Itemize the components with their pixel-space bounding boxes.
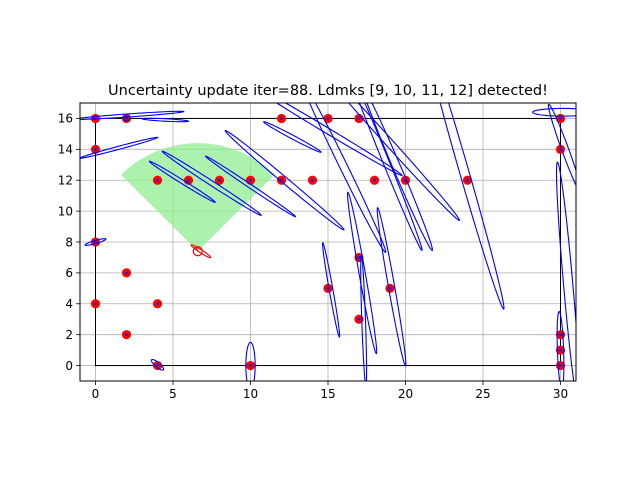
landmark-estimate (156, 364, 159, 367)
x-tick-label: 5 (169, 387, 177, 401)
uncertainty-ellipse (547, 103, 576, 187)
landmark-estimate (280, 117, 283, 120)
uncertainty-ellipse (148, 160, 216, 203)
uncertainty-ellipse (245, 341, 256, 381)
y-tick-label: 2 (65, 328, 73, 342)
chart-title: Uncertainty update iter=88. Ldmks [9, 10… (108, 83, 548, 99)
landmark-estimate (466, 178, 469, 182)
uncertainty-ellipse (439, 103, 505, 310)
uncertainty-ellipse (80, 136, 159, 159)
uncertainty-ellipse (263, 121, 322, 153)
x-tick-label: 20 (398, 387, 413, 401)
landmark-estimate (559, 333, 562, 337)
uncertainty-ellipse (161, 150, 262, 216)
landmark-estimate (156, 178, 159, 182)
y-tick-label: 14 (58, 143, 73, 157)
landmark-estimate (249, 364, 252, 367)
uncertainty-ellipse (532, 107, 576, 117)
uncertainty-ellipse (84, 238, 107, 246)
plot-area (80, 103, 576, 381)
landmark-estimate (559, 364, 562, 367)
robot-uncertainty-ellipse (190, 244, 212, 259)
robot-marker (192, 246, 203, 257)
landmark-estimate (357, 256, 361, 259)
y-tick-label: 16 (58, 112, 73, 126)
landmark-estimate (357, 317, 361, 321)
landmark-estimate (156, 302, 159, 306)
uncertainty-ellipse (122, 115, 131, 122)
field-of-view (121, 143, 275, 252)
landmark-estimate (218, 178, 221, 182)
uncertainty-ellipse (275, 103, 403, 176)
landmark-estimate (187, 178, 190, 182)
landmark-estimate (94, 147, 97, 151)
x-tick-label: 10 (243, 387, 258, 401)
uncertainty-ellipse (346, 191, 378, 355)
uncertainty-ellipse (376, 206, 407, 367)
landmark-estimate (559, 348, 562, 352)
landmark-estimate (249, 178, 252, 182)
x-tick-label: 0 (92, 387, 100, 401)
landmark-estimate (94, 302, 97, 306)
uncertainty-ellipse (359, 103, 423, 252)
uncertainty-ellipse (141, 117, 190, 123)
uncertainty-ellipse (224, 130, 345, 231)
uncertainty-ellipse (322, 241, 341, 338)
uncertainty-ellipse (556, 310, 565, 381)
landmark-estimate (373, 178, 376, 182)
landmark-estimate (326, 117, 330, 120)
uncertainty-ellipse (360, 254, 368, 381)
uncertainty-ellipse (348, 103, 461, 222)
y-tick-label: 10 (58, 204, 73, 218)
uncertainty-ellipse (80, 110, 185, 120)
landmark-estimate (559, 117, 562, 120)
uncertainty-ellipse (555, 161, 576, 381)
landmark-estimate (125, 117, 128, 120)
y-tick-label: 0 (65, 359, 73, 373)
landmark-estimate (94, 240, 97, 244)
y-tick-label: 6 (65, 266, 73, 280)
robot-heading (195, 247, 199, 252)
y-tick-label: 12 (58, 174, 73, 188)
y-tick-label: 8 (65, 235, 73, 249)
uncertainty-ellipse (150, 358, 165, 371)
landmark-estimate (125, 333, 128, 337)
x-tick-label: 30 (553, 387, 568, 401)
landmark-estimate (125, 271, 128, 275)
x-tick-label: 15 (320, 387, 335, 401)
uncertainty-ellipse (366, 103, 434, 252)
landmark-estimate (357, 117, 361, 120)
y-tick-label: 4 (65, 297, 73, 311)
uncertainty-ellipse (309, 103, 387, 254)
landmark-estimate (311, 178, 314, 182)
axes: 0 5 10 15 20 25 30 0 2 4 6 8 10 12 14 16 (58, 102, 577, 401)
x-tick-label: 25 (475, 387, 490, 401)
uncertainty-ellipse (204, 155, 297, 218)
